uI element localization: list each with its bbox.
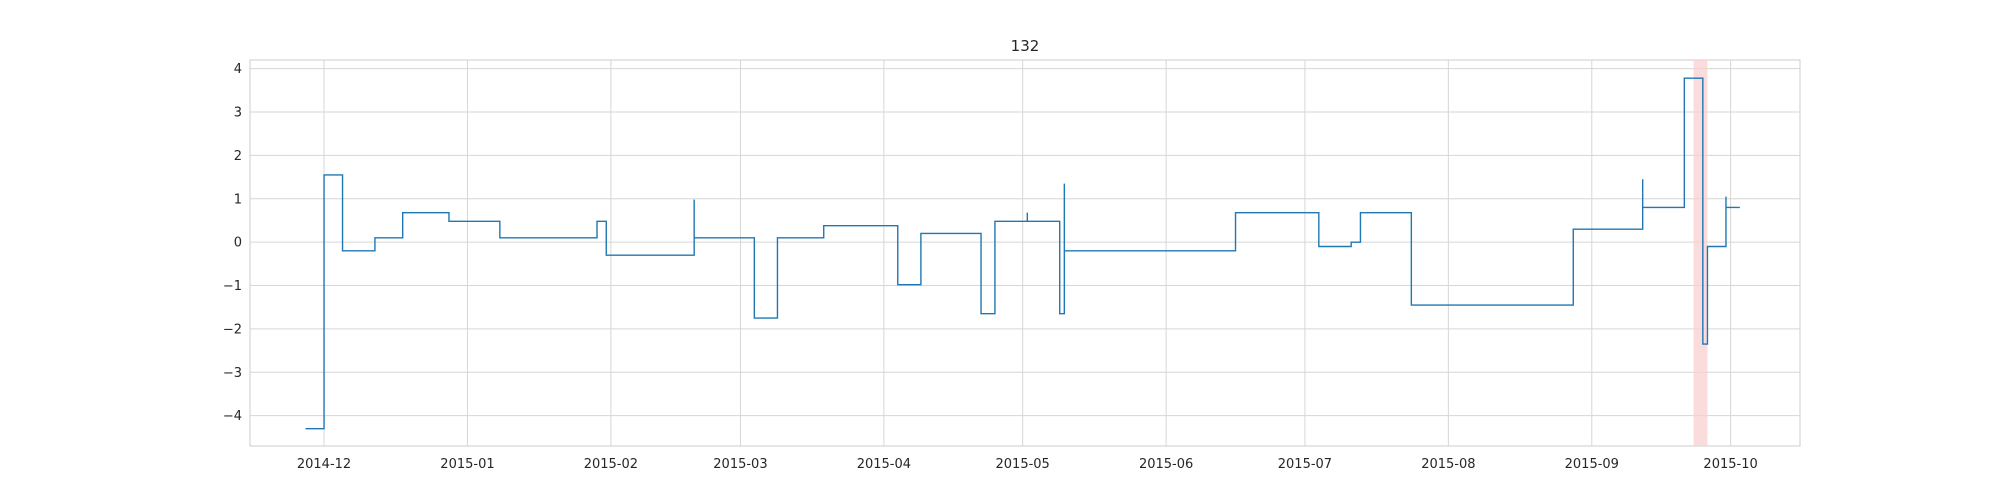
x-tick-label: 2015-09 xyxy=(1565,457,1619,472)
x-tick-label: 2014-12 xyxy=(297,457,351,472)
x-tick-label: 2015-01 xyxy=(440,457,494,472)
y-tick-label: 4 xyxy=(234,62,242,77)
plot-area-frame xyxy=(249,59,1801,447)
y-tick-label: 2 xyxy=(234,149,242,164)
chart-title: 132 xyxy=(1011,37,1040,55)
x-tick-label: 2015-02 xyxy=(584,457,638,472)
y-tick-label: 1 xyxy=(234,192,242,207)
y-tick-label: −3 xyxy=(223,366,242,381)
x-tick-label: 2015-04 xyxy=(857,457,911,472)
y-tick-label: −2 xyxy=(223,322,242,337)
y-axis-ticks: 4 3 2 1 0 −1 −2 −3 −4 xyxy=(223,62,242,424)
y-tick-label: 3 xyxy=(234,106,242,121)
highlight-layer xyxy=(1693,60,1708,446)
x-tick-label: 2015-03 xyxy=(713,457,767,472)
x-tick-label: 2015-05 xyxy=(996,457,1050,472)
highlight-band xyxy=(1693,60,1708,446)
x-tick-label: 2015-06 xyxy=(1139,457,1193,472)
series-line-0 xyxy=(305,77,1740,430)
x-tick-label: 2015-07 xyxy=(1278,457,1332,472)
x-axis-ticks: 2014-12 2015-01 2015-02 2015-03 2015-04 2015-… xyxy=(297,457,1758,472)
grid-layer xyxy=(250,60,1800,446)
y-tick-label: −4 xyxy=(223,409,242,424)
x-tick-label: 2015-10 xyxy=(1703,457,1757,472)
x-tick-label: 2015-08 xyxy=(1421,457,1475,472)
series-layer xyxy=(305,77,1740,430)
y-tick-label: 0 xyxy=(234,236,242,251)
y-tick-label: −1 xyxy=(223,279,242,294)
